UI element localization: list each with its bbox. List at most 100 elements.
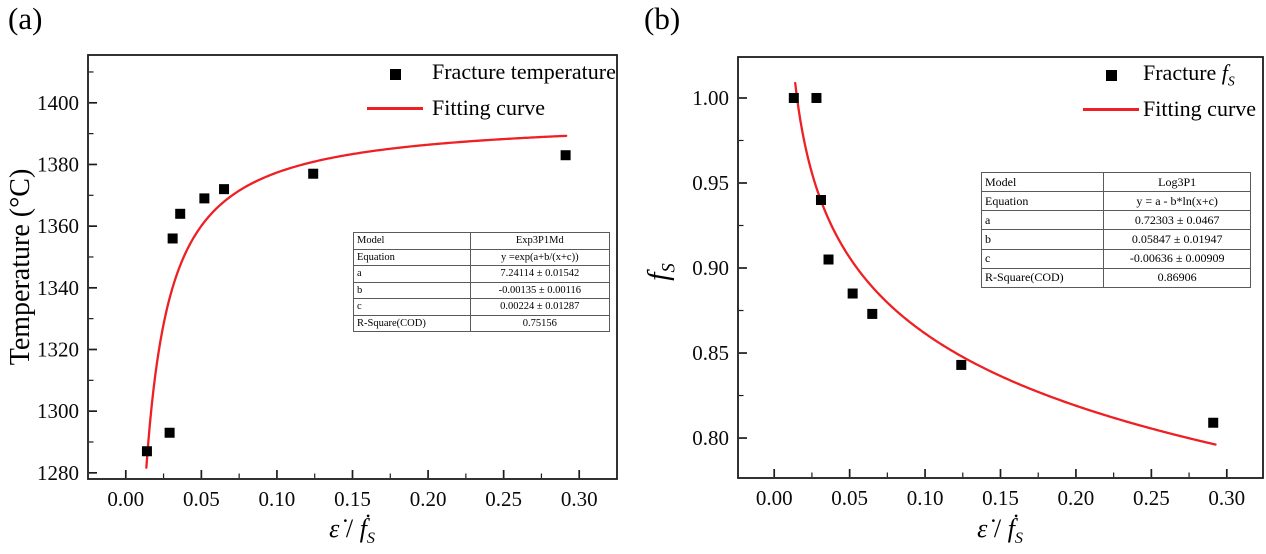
fit-table-row: a 0.72303 ± 0.0467 bbox=[980, 210, 1251, 231]
data-point bbox=[219, 184, 230, 195]
fit-table-value: 0.05847 ± 0.01947 bbox=[1103, 229, 1251, 250]
fit-parameters-table-b: Model Log3P1 Equation y = a - b*ln(x+c) a 0.7… bbox=[980, 171, 1251, 289]
y-axis-title-a: Temperature (°C) bbox=[5, 168, 37, 366]
data-point bbox=[956, 359, 967, 370]
chart-b-canvas: 0.00 0.05 0.10 0.15 0.20 0.25 0.30 0.80 0.85 0.90… bbox=[692, 56, 1264, 510]
x-tick-label: 0.10 bbox=[259, 487, 296, 511]
data-point bbox=[164, 427, 175, 438]
fit-table-param: a bbox=[353, 265, 471, 283]
data-point bbox=[847, 288, 858, 299]
legend-label: Fitting curve bbox=[432, 95, 546, 120]
legend-entry-scatter: Fracture fS bbox=[1083, 58, 1256, 92]
y-tick-label: 1.00 bbox=[692, 86, 729, 110]
data-point bbox=[175, 208, 186, 219]
data-point bbox=[1208, 417, 1219, 428]
data-point bbox=[811, 92, 822, 103]
x-tick-label: 0.20 bbox=[410, 487, 447, 511]
data-point bbox=[788, 92, 799, 103]
y-axis-title-b: fS bbox=[641, 263, 680, 281]
fit-table-value: -0.00135 ± 0.00116 bbox=[469, 281, 611, 299]
fit-table-row: a 7.24114 ± 0.01542 bbox=[353, 265, 611, 283]
fit-table-param: a bbox=[980, 210, 1105, 231]
fit-table-row: b 0.05847 ± 0.01947 bbox=[980, 229, 1251, 250]
data-point bbox=[167, 233, 178, 244]
data-point bbox=[141, 446, 152, 457]
data-point bbox=[560, 150, 571, 161]
legend-label: Fracture temperature bbox=[432, 59, 616, 85]
x-axis-title-a: ε̇ / ḟS bbox=[329, 514, 375, 548]
legend-entry-fit: Fitting curve bbox=[1083, 92, 1256, 126]
fit-table-row: c -0.00636 ± 0.00909 bbox=[980, 248, 1251, 269]
fit-table-param: R-Square(COD) bbox=[353, 314, 471, 332]
square-marker-icon bbox=[1083, 69, 1139, 81]
fit-table-value: y = a - b*ln(x+c) bbox=[1103, 191, 1251, 212]
fitting-curve bbox=[794, 81, 1217, 446]
fit-table-row: Model Exp3P1Md bbox=[353, 232, 611, 250]
plot-frame bbox=[737, 56, 1264, 479]
x-tick-label: 0.30 bbox=[1208, 486, 1245, 510]
fit-table-row: Model Log3P1 bbox=[980, 171, 1251, 193]
line-marker-icon bbox=[362, 106, 428, 110]
plot-frame bbox=[87, 54, 618, 480]
y-tick-label: 1300 bbox=[37, 399, 79, 423]
fit-parameters-table-a: Model Exp3P1Md Equation y =exp(a+b/(x+c)) a 7… bbox=[353, 232, 611, 332]
y-tick-label: 1320 bbox=[37, 337, 79, 361]
y-tick-label: 0.80 bbox=[692, 426, 729, 450]
fit-table-param: b bbox=[353, 281, 471, 299]
fit-table-row: Equation y = a - b*ln(x+c) bbox=[980, 191, 1251, 212]
fit-table-value: y =exp(a+b/(x+c)) bbox=[469, 248, 611, 266]
x-tick-label: 0.00 bbox=[107, 487, 144, 511]
data-point bbox=[867, 308, 878, 319]
fit-table-value: 0.00224 ± 0.01287 bbox=[469, 298, 611, 316]
fit-table-row: Equation y =exp(a+b/(x+c)) bbox=[353, 248, 611, 266]
fit-table-value: Exp3P1Md bbox=[469, 232, 611, 250]
y-tick-label: 1360 bbox=[37, 214, 79, 238]
y-tick-label: 0.90 bbox=[692, 256, 729, 280]
x-tick-label: 0.15 bbox=[334, 487, 371, 511]
fit-table-param: Model bbox=[353, 232, 471, 250]
x-axis-title-b: ε̇ / ḟS bbox=[977, 514, 1023, 548]
legend-label: Fitting curve bbox=[1143, 96, 1257, 121]
legend-label: Fracture fS bbox=[1143, 60, 1235, 89]
square-marker-icon bbox=[362, 68, 428, 80]
data-point bbox=[815, 194, 826, 205]
x-tick-label: 0.15 bbox=[982, 486, 1019, 510]
fit-table-value: 0.86906 bbox=[1103, 267, 1251, 289]
x-tick-label: 0.05 bbox=[183, 487, 220, 511]
fit-table-value: 0.72303 ± 0.0467 bbox=[1103, 210, 1251, 231]
legend-a: Fracture temperature Fitting curve bbox=[362, 57, 616, 125]
legend-entry-scatter: Fracture temperature bbox=[362, 57, 616, 91]
data-point bbox=[308, 168, 319, 179]
x-tick-label: 0.10 bbox=[907, 486, 944, 510]
y-tick-label: 1340 bbox=[37, 276, 79, 300]
fit-table-param: c bbox=[353, 298, 471, 316]
fit-table-row: b -0.00135 ± 0.00116 bbox=[353, 281, 611, 299]
fit-table-param: b bbox=[980, 229, 1105, 250]
y-tick-label: 0.95 bbox=[692, 171, 729, 195]
line-marker-icon bbox=[1083, 107, 1139, 111]
y-tick-label: 1280 bbox=[37, 461, 79, 485]
fit-table-row: R-Square(COD) 0.75156 bbox=[353, 314, 611, 332]
x-tick-label: 0.00 bbox=[756, 486, 793, 510]
fit-table-value: 0.75156 bbox=[469, 314, 611, 332]
data-point bbox=[823, 254, 834, 265]
x-tick-label: 0.25 bbox=[1133, 486, 1170, 510]
x-tick-label: 0.25 bbox=[485, 487, 522, 511]
data-point bbox=[199, 193, 210, 204]
fit-table-row: R-Square(COD) 0.86906 bbox=[980, 267, 1251, 289]
fit-table-param: c bbox=[980, 248, 1105, 269]
panel-label-a: (a) bbox=[8, 1, 43, 36]
panel-label-b: (b) bbox=[644, 1, 681, 36]
fit-table-param: Model bbox=[980, 171, 1105, 193]
y-tick-label: 1400 bbox=[37, 91, 79, 115]
fit-table-param: Equation bbox=[353, 248, 471, 266]
x-tick-label: 0.30 bbox=[561, 487, 598, 511]
fit-table-param: Equation bbox=[980, 191, 1105, 212]
fit-table-row: c 0.00224 ± 0.01287 bbox=[353, 298, 611, 316]
fit-table-value: Log3P1 bbox=[1103, 171, 1251, 193]
fit-table-value: 7.24114 ± 0.01542 bbox=[469, 265, 611, 283]
y-tick-label: 0.85 bbox=[692, 341, 729, 365]
fit-table-value: -0.00636 ± 0.00909 bbox=[1103, 248, 1251, 269]
legend-b: Fracture fS Fitting curve bbox=[1083, 58, 1256, 126]
